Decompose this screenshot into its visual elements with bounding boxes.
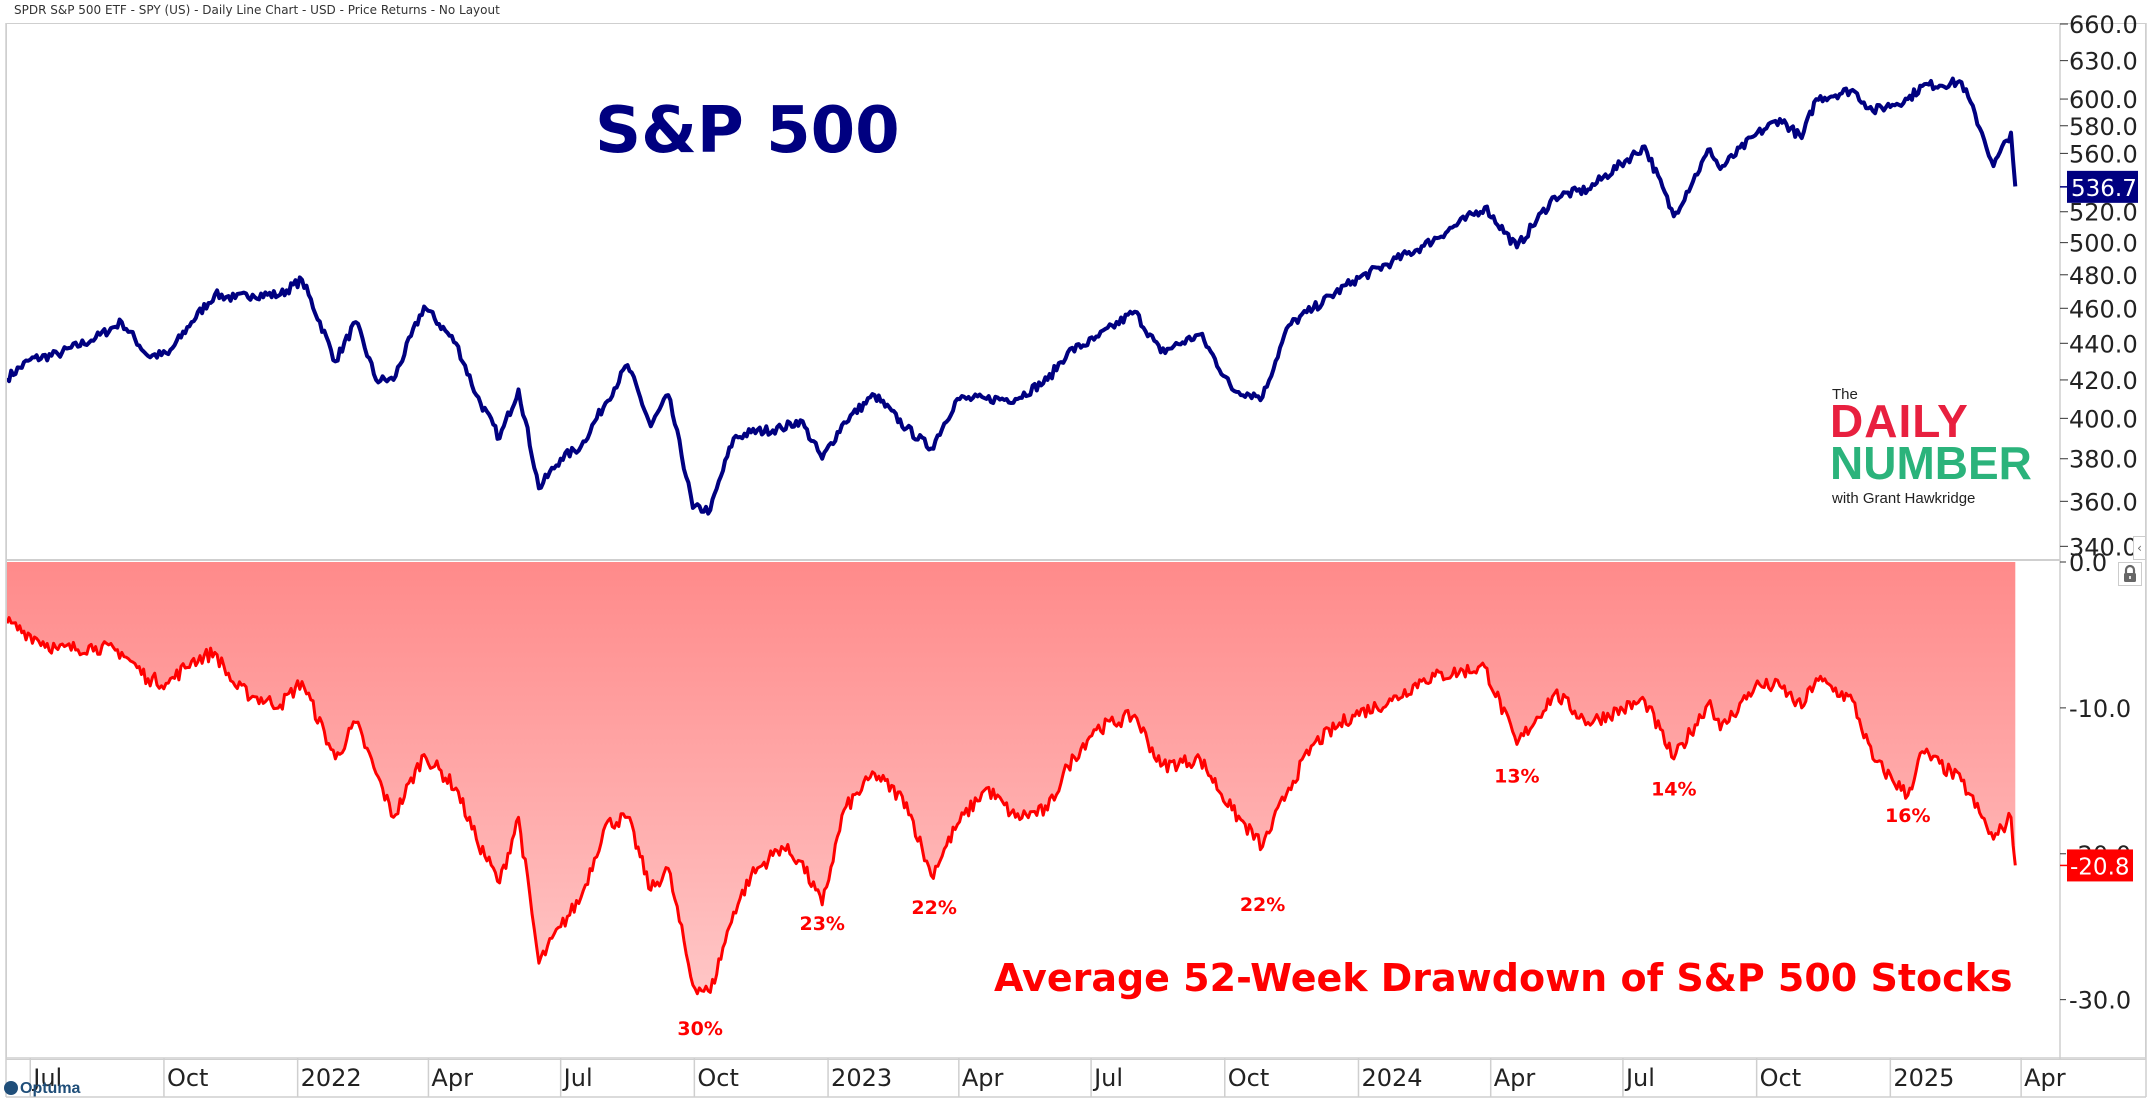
- upper-ytick-label: 460.0: [2069, 295, 2138, 323]
- xtick-label: Oct: [697, 1064, 739, 1092]
- xtick-label: Jul: [31, 1064, 62, 1092]
- optuma-brand: Optuma: [4, 1080, 80, 1098]
- chart-header: SPDR S&P 500 ETF - SPY (US) - Daily Line…: [14, 3, 500, 17]
- lower-last-value-label: -20.8: [2070, 854, 2130, 880]
- upper-ytick-label: 520.0: [2069, 199, 2138, 227]
- collapse-axis-button[interactable]: ‹: [2133, 536, 2146, 560]
- daily-number-logo: The DAILY NUMBER with Grant Hawkridge: [1830, 386, 2060, 516]
- drawdown-area-fill: [7, 562, 2016, 994]
- lower-chart-title: Average 52-Week Drawdown of S&P 500 Stoc…: [994, 956, 2013, 1000]
- lower-last-value-box: [2067, 849, 2133, 882]
- upper-ytick-label: 580.0: [2069, 113, 2138, 141]
- xtick-label: 2024: [1361, 1064, 1422, 1092]
- upper-ytick-label: 630.0: [2069, 48, 2138, 76]
- upper-ytick-label: 440.0: [2069, 330, 2138, 358]
- drawdown-annotation: 22%: [911, 897, 956, 919]
- xtick-label: Oct: [1228, 1064, 1270, 1092]
- drawdown-line[interactable]: [7, 616, 2017, 996]
- optuma-text: Optuma: [20, 1080, 81, 1097]
- lock-icon: [2124, 564, 2136, 582]
- upper-ytick-label: 340.0: [2069, 533, 2138, 561]
- logo-number: NUMBER: [1830, 437, 2032, 489]
- upper-ytick-label: 420.0: [2069, 367, 2138, 395]
- drawdown-annotation: 16%: [1885, 805, 1930, 827]
- lower-ytick-label: -10.0: [2069, 695, 2131, 723]
- xtick-label: Oct: [1760, 1064, 1802, 1092]
- xtick-label: Apr: [2024, 1064, 2066, 1092]
- upper-ytick-label: 480.0: [2069, 262, 2138, 290]
- upper-ytick-label: 500.0: [2069, 230, 2138, 258]
- upper-ytick-label: 360.0: [2069, 488, 2138, 516]
- xtick-label: Oct: [167, 1064, 209, 1092]
- upper-ytick-label: 400.0: [2069, 405, 2138, 433]
- lock-axis-button[interactable]: [2118, 562, 2142, 586]
- optuma-logo-icon: [4, 1081, 18, 1095]
- drawdown-annotation: 22%: [1240, 894, 1285, 916]
- upper-ytick-label: 600.0: [2069, 86, 2138, 114]
- upper-last-value-box: [2067, 170, 2138, 203]
- xtick-label: Jul: [562, 1064, 593, 1092]
- upper-chart-title: S&P 500: [595, 94, 900, 168]
- xtick-label: 2023: [831, 1064, 892, 1092]
- xtick-label: 2025: [1893, 1064, 1954, 1092]
- drawdown-annotation: 23%: [799, 913, 844, 935]
- xtick-label: 2022: [301, 1064, 362, 1092]
- logo-the: The: [1832, 386, 1858, 403]
- drawdown-annotation: 13%: [1494, 766, 1539, 788]
- xtick-label: Apr: [431, 1064, 473, 1092]
- xtick-label: Apr: [1494, 1064, 1536, 1092]
- upper-last-value-label: 536.7: [2071, 176, 2137, 202]
- xtick-label: Apr: [962, 1064, 1004, 1092]
- upper-ytick-label: 380.0: [2069, 446, 2138, 474]
- lower-ytick-label: -30.0: [2069, 987, 2131, 1015]
- lower-ytick-label: 0.0: [2069, 549, 2107, 577]
- drawdown-annotation: 30%: [677, 1018, 722, 1040]
- logo-with: with Grant Hawkridge: [1832, 490, 1976, 507]
- xtick-label: Jul: [1624, 1064, 1655, 1092]
- xtick-label: Jul: [1092, 1064, 1123, 1092]
- upper-ytick-label: 660.0: [2069, 11, 2138, 39]
- upper-ytick-label: 560.0: [2069, 140, 2138, 168]
- logo-daily: DAILY: [1830, 395, 1969, 447]
- spy-price-line[interactable]: [7, 76, 2018, 516]
- drawdown-annotation: 14%: [1651, 779, 1696, 801]
